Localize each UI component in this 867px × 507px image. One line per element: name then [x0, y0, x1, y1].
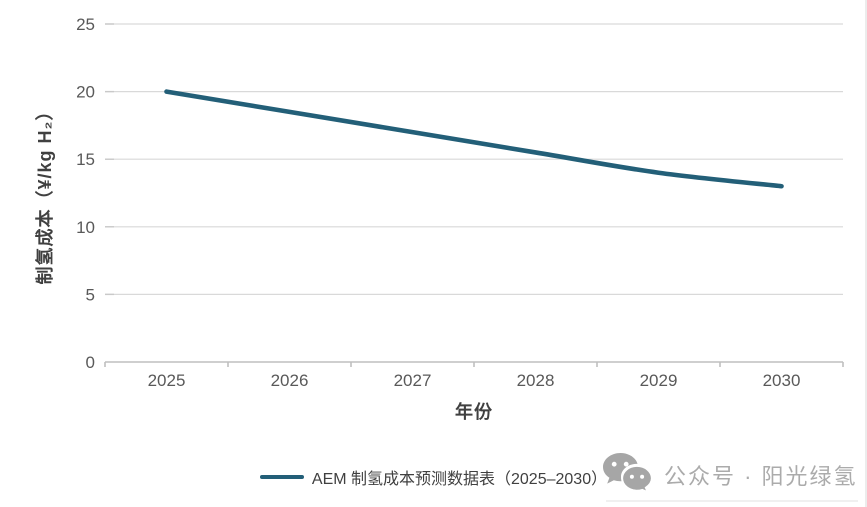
- legend: AEM 制氢成本预测数据表（2025–2030）: [0, 466, 865, 488]
- series-line: [164, 89, 784, 189]
- svg-text:25: 25: [76, 15, 95, 34]
- x-axis-title: 年份: [455, 402, 493, 422]
- axis-ticks: [104, 23, 844, 367]
- svg-text:2028: 2028: [517, 371, 555, 390]
- watermark-text: 公众号 · 阳光绿氢: [664, 464, 858, 489]
- svg-text:0: 0: [86, 353, 95, 372]
- svg-text:2027: 2027: [394, 371, 432, 390]
- legend-line-marker: [259, 474, 304, 480]
- legend-label: AEM 制氢成本预测数据表（2025–2030）: [311, 471, 608, 488]
- y-tick-labels: 0 5 10 15 20 25: [76, 15, 95, 372]
- svg-text:15: 15: [76, 150, 95, 169]
- svg-text:5: 5: [86, 285, 95, 304]
- watermark-underline: [606, 500, 858, 502]
- x-tick-labels: 2025 2026 2027 2028 2029 2030: [148, 371, 801, 390]
- gridlines: [105, 23, 843, 295]
- svg-text:2030: 2030: [763, 371, 801, 390]
- wechat-icon: [603, 453, 653, 495]
- svg-text:20: 20: [76, 83, 95, 102]
- watermark: 公众号 · 阳光绿氢: [600, 449, 858, 501]
- svg-text:2026: 2026: [271, 371, 309, 390]
- svg-text:10: 10: [76, 218, 95, 237]
- svg-text:2029: 2029: [640, 371, 678, 390]
- svg-text:2025: 2025: [148, 371, 186, 390]
